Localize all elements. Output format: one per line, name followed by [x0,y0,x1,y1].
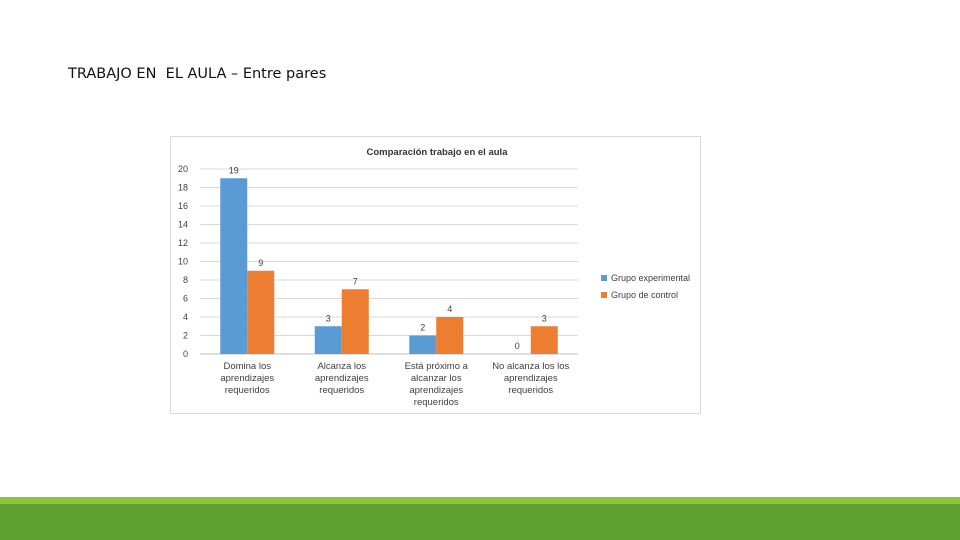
y-tick-label: 18 [178,183,188,193]
x-category-label: aprendizajes [504,373,558,384]
legend-swatch [601,292,607,298]
x-category-label: No alcanza los los [492,361,569,372]
bar-chart: Comparación trabajo en el aula 0 2 4 6 8 10 12… [178,147,690,408]
legend-swatch [601,275,607,281]
x-category-label: Alcanza los [317,361,366,372]
x-category-label: aprendizajes [220,373,274,384]
x-category-label: requeridos [414,397,459,408]
y-tick-label: 2 [183,331,188,341]
data-labels: 19 9 3 7 2 4 0 3 [229,165,547,351]
data-label: 0 [515,341,520,351]
data-label: 19 [229,165,239,175]
x-category-label: aprendizajes [409,385,463,396]
footer-accent-stripe [0,497,960,504]
x-category-label: alcanzar los [411,373,462,384]
x-category-label: requeridos [225,385,270,396]
data-label: 7 [353,276,358,286]
y-tick-label: 4 [183,312,188,322]
x-axis-categories: Domina losaprendizajesrequeridosAlcanza … [220,361,569,408]
y-tick-label: 10 [178,257,188,267]
y-tick-label: 8 [183,275,188,285]
slide-title: TRABAJO EN EL AULA – Entre pares [68,66,327,82]
x-category-label: aprendizajes [315,373,369,384]
bar [436,317,464,354]
bar [220,178,248,354]
bar [530,326,558,354]
bar [247,270,275,354]
data-label: 2 [420,323,425,333]
data-label: 4 [447,304,452,314]
x-category-label: requeridos [508,385,553,396]
y-axis: 0 2 4 6 8 10 12 14 16 18 20 [178,164,188,359]
legend: Grupo experimental Grupo de control [601,273,690,300]
footer-band [0,504,960,540]
bar [314,326,342,354]
x-category-label: Está próximo a [405,361,469,372]
y-tick-label: 6 [183,294,188,304]
data-label: 3 [542,313,547,323]
y-tick-label: 14 [178,220,188,230]
y-tick-label: 20 [178,164,188,174]
bars [220,178,558,354]
chart-frame: Comparación trabajo en el aula 0 2 4 6 8 10 12… [170,136,701,414]
x-category-label: requeridos [319,385,364,396]
legend-label: Grupo de control [611,290,678,300]
x-category-label: Domina los [223,361,271,372]
bar [409,335,437,354]
data-label: 9 [258,258,263,268]
data-label: 3 [326,313,331,323]
y-tick-label: 12 [178,238,188,248]
y-tick-label: 16 [178,201,188,211]
legend-label: Grupo experimental [611,273,690,283]
y-tick-label: 0 [183,349,188,359]
chart-title: Comparación trabajo en el aula [367,147,509,158]
bar [341,289,369,354]
